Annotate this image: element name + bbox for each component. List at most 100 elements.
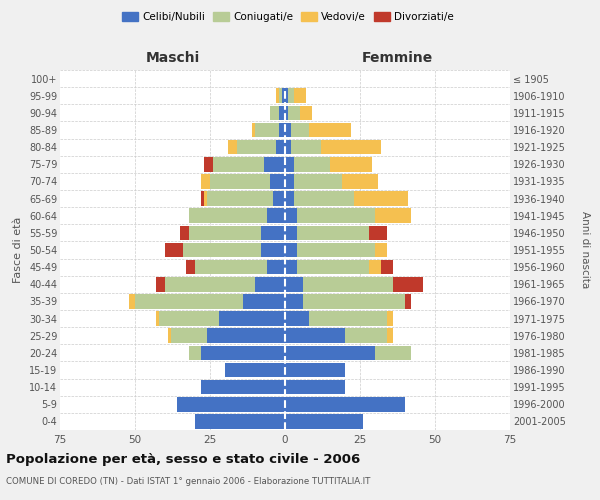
Bar [285,362,345,378]
Bar [180,226,189,240]
Bar [165,242,183,258]
Bar [294,88,306,103]
Bar [300,106,312,120]
Bar [291,122,309,138]
Bar [261,226,285,240]
Legend: Celibi/Nubili, Coniugati/e, Vedovi/e, Divorziati/e: Celibi/Nubili, Coniugati/e, Vedovi/e, Di… [118,8,458,26]
Bar [375,208,411,223]
Bar [186,260,195,274]
Bar [276,140,285,154]
Bar [201,192,204,206]
Bar [219,312,285,326]
Bar [297,260,369,274]
Bar [201,380,285,394]
Bar [285,106,288,120]
Bar [405,294,411,308]
Bar [285,192,294,206]
Bar [207,328,285,343]
Bar [342,174,378,188]
Y-axis label: Anni di nascita: Anni di nascita [580,212,590,288]
Bar [285,294,303,308]
Bar [171,328,207,343]
Bar [309,312,387,326]
Text: Femmine: Femmine [362,51,433,65]
Bar [285,208,297,223]
Bar [285,277,303,291]
Bar [345,328,387,343]
Bar [156,312,159,326]
Bar [165,277,255,291]
Bar [285,242,297,258]
Bar [291,140,321,154]
Bar [279,106,285,120]
Bar [279,122,285,138]
Bar [309,122,351,138]
Bar [285,122,291,138]
Bar [285,88,288,103]
Bar [321,140,381,154]
Bar [285,140,291,154]
Bar [282,88,285,103]
Bar [237,140,276,154]
Bar [387,312,393,326]
Bar [159,312,219,326]
Bar [387,328,393,343]
Bar [177,397,285,411]
Bar [204,192,207,206]
Bar [285,226,297,240]
Bar [228,140,237,154]
Text: Maschi: Maschi [145,51,200,65]
Bar [303,294,405,308]
Bar [189,226,261,240]
Bar [270,106,279,120]
Bar [279,88,282,103]
Bar [225,362,285,378]
Bar [255,122,279,138]
Bar [285,157,294,172]
Bar [261,242,285,258]
Bar [189,208,267,223]
Bar [330,157,372,172]
Y-axis label: Fasce di età: Fasce di età [13,217,23,283]
Bar [285,414,363,428]
Bar [297,242,375,258]
Bar [135,294,243,308]
Bar [270,174,285,188]
Bar [276,88,279,103]
Bar [207,192,273,206]
Bar [168,328,171,343]
Bar [213,157,264,172]
Bar [303,277,393,291]
Text: COMUNE DI COREDO (TN) - Dati ISTAT 1° gennaio 2006 - Elaborazione TUTTITALIA.IT: COMUNE DI COREDO (TN) - Dati ISTAT 1° ge… [6,478,370,486]
Bar [297,226,369,240]
Bar [393,277,423,291]
Bar [285,260,297,274]
Bar [243,294,285,308]
Bar [267,208,285,223]
Bar [183,242,261,258]
Bar [204,157,213,172]
Bar [195,260,267,274]
Bar [294,192,354,206]
Bar [255,277,285,291]
Bar [285,174,294,188]
Bar [267,260,285,274]
Bar [285,346,375,360]
Bar [285,312,309,326]
Bar [294,174,342,188]
Bar [195,414,285,428]
Bar [156,277,165,291]
Bar [285,328,345,343]
Bar [354,192,408,206]
Bar [210,174,270,188]
Bar [285,397,405,411]
Bar [288,88,294,103]
Bar [273,192,285,206]
Bar [381,260,393,274]
Bar [201,346,285,360]
Bar [129,294,135,308]
Bar [297,208,375,223]
Bar [294,157,330,172]
Text: Popolazione per età, sesso e stato civile - 2006: Popolazione per età, sesso e stato civil… [6,452,360,466]
Bar [264,157,285,172]
